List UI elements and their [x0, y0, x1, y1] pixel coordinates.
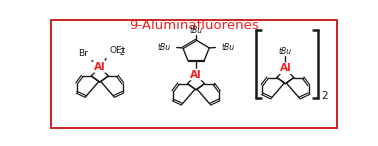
Text: tBu: tBu — [157, 43, 170, 52]
Text: Br: Br — [78, 49, 88, 58]
Text: tBu: tBu — [279, 47, 292, 56]
Text: OEt: OEt — [110, 46, 126, 55]
Text: 9-Aluminafluorenes: 9-Aluminafluorenes — [129, 19, 259, 32]
Text: Al: Al — [280, 63, 291, 73]
Text: Al: Al — [190, 69, 202, 80]
Text: Al: Al — [94, 62, 105, 72]
Text: tBu: tBu — [222, 43, 235, 52]
Text: 2: 2 — [119, 48, 124, 57]
Text: tBu: tBu — [189, 26, 203, 35]
Text: 2: 2 — [321, 91, 327, 101]
